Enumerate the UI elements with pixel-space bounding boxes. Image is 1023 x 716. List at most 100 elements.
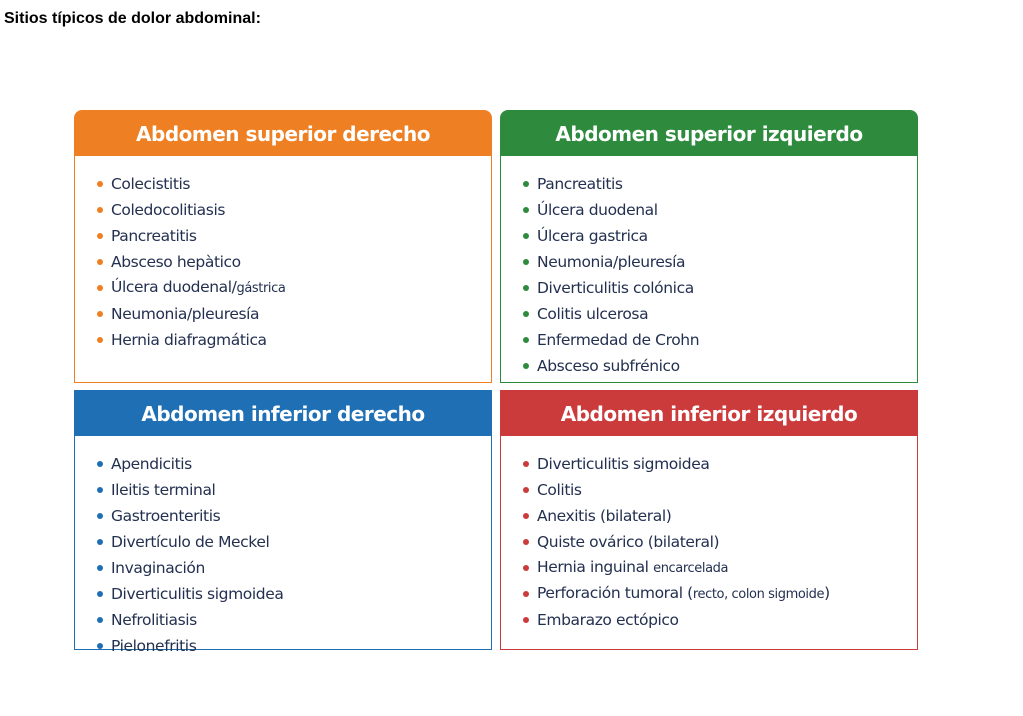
list-item: Anexitis (bilateral) (523, 503, 917, 529)
bullet-icon (523, 487, 529, 493)
item-text: Pancreatitis (537, 174, 623, 194)
bullet-icon (523, 311, 529, 317)
list-item: Apendicitis (97, 451, 491, 477)
bullet-icon (523, 539, 529, 545)
bullet-icon (523, 181, 529, 187)
list-item: Coledocolitiasis (97, 197, 491, 223)
item-label: Úlcera duodenal (537, 201, 658, 219)
item-label: Enfermedad de Crohn (537, 331, 700, 349)
item-label: Absceso hepàtico (111, 253, 241, 271)
item-text: Úlcera gastrica (537, 226, 648, 246)
item-label: Absceso subfrénico (537, 357, 680, 375)
condition-list: Diverticulitis sigmoidea Colitis Anexitis … (501, 436, 917, 633)
bullet-icon (97, 487, 103, 493)
item-text: Neumonia/pleuresía (111, 304, 260, 324)
list-item: Diverticulitis sigmoidea (523, 451, 917, 477)
condition-list: Apendicitis Ileitis terminal Gastroenterit… (75, 436, 491, 659)
bullet-icon (97, 207, 103, 213)
item-label: ) (824, 584, 830, 602)
item-label: Pancreatitis (111, 227, 197, 245)
bullet-icon (523, 259, 529, 265)
quadrant-upper-left: Abdomen superior izquierdo Pancreatitis Úl… (500, 110, 918, 383)
item-text: Colecistitis (111, 174, 191, 194)
list-item: Úlcera gastrica (523, 223, 917, 249)
item-label: Neumonia/pleuresía (537, 253, 686, 271)
list-item: Invaginación (97, 555, 491, 581)
item-text: Neumonia/pleuresía (537, 252, 686, 272)
item-text: Enfermedad de Crohn (537, 330, 700, 350)
item-text: Embarazo ectópico (537, 610, 679, 630)
item-label: Gastroenteritis (111, 507, 221, 525)
bullet-icon (97, 461, 103, 467)
item-label: Nefrolitiasis (111, 611, 197, 629)
item-label: Neumonia/pleuresía (111, 305, 260, 323)
quadrant-lower-left: Abdomen inferior izquierdo Diverticulitis… (500, 390, 918, 650)
item-text: Anexitis (bilateral) (537, 506, 672, 526)
bullet-icon (523, 337, 529, 343)
list-item: Neumonia/pleuresía (97, 301, 491, 327)
item-label: Divertículo de Meckel (111, 533, 270, 551)
item-text: Úlcera duodenal/gástrica (111, 277, 286, 299)
bullet-icon (97, 285, 103, 291)
list-item: Neumonia/pleuresía (523, 249, 917, 275)
item-label: Diverticulitis colónica (537, 279, 694, 297)
item-label: Pancreatitis (537, 175, 623, 193)
list-item: Úlcera duodenal (523, 197, 917, 223)
list-item: Ileitis terminal (97, 477, 491, 503)
bullet-icon (523, 461, 529, 467)
bullet-icon (97, 181, 103, 187)
item-label: Úlcera gastrica (537, 227, 648, 245)
item-text: Hernia diafragmática (111, 330, 267, 350)
bullet-icon (97, 259, 103, 265)
item-text: Diverticulitis sigmoidea (111, 584, 284, 604)
quadrant-heading: Abdomen inferior derecho (75, 391, 491, 436)
list-item: Colitis ulcerosa (523, 301, 917, 327)
bullet-icon (97, 565, 103, 571)
list-item: Colecistitis (97, 171, 491, 197)
list-item: Perforación tumoral (recto, colon sigmoi… (523, 581, 917, 607)
list-item: Gastroenteritis (97, 503, 491, 529)
list-item: Absceso subfrénico (523, 353, 917, 379)
item-text: Quiste ovárico (bilateral) (537, 532, 720, 552)
item-text: Perforación tumoral (recto, colon sigmoi… (537, 583, 830, 605)
list-item: Colitis (523, 477, 917, 503)
item-label: Quiste ovárico (bilateral) (537, 533, 720, 551)
item-text: Gastroenteritis (111, 506, 221, 526)
bullet-icon (523, 565, 529, 571)
list-item: Pancreatitis (523, 171, 917, 197)
list-item: Divertículo de Meckel (97, 529, 491, 555)
item-text: Diverticulitis sigmoidea (537, 454, 710, 474)
item-label: Hernia diafragmática (111, 331, 267, 349)
item-text: Pancreatitis (111, 226, 197, 246)
bullet-icon (523, 233, 529, 239)
item-text: Divertículo de Meckel (111, 532, 270, 552)
item-note: gástrica (236, 281, 286, 296)
item-text: Apendicitis (111, 454, 192, 474)
list-item: Embarazo ectópico (523, 607, 917, 633)
item-label: Diverticulitis sigmoidea (111, 585, 284, 603)
bullet-icon (97, 311, 103, 317)
list-item: Úlcera duodenal/gástrica (97, 275, 491, 301)
bullet-icon (97, 233, 103, 239)
item-label: Colecistitis (111, 175, 191, 193)
page-title: Sitios típicos de dolor abdominal: (4, 10, 261, 27)
bullet-icon (97, 337, 103, 343)
list-item: Absceso hepàtico (97, 249, 491, 275)
item-label: Ileitis terminal (111, 481, 216, 499)
bullet-icon (97, 591, 103, 597)
item-label: Embarazo ectópico (537, 611, 679, 629)
item-text: Coledocolitiasis (111, 200, 225, 220)
item-text: Ileitis terminal (111, 480, 216, 500)
list-item: Pielonefritis (97, 633, 491, 659)
list-item: Hernia diafragmática (97, 327, 491, 353)
item-label: Anexitis (bilateral) (537, 507, 672, 525)
item-label: Perforación tumoral ( (537, 584, 693, 602)
bullet-icon (523, 617, 529, 623)
item-note: recto, colon sigmoide (692, 587, 825, 602)
item-label: Apendicitis (111, 455, 192, 473)
list-item: Diverticulitis sigmoidea (97, 581, 491, 607)
bullet-icon (97, 617, 103, 623)
condition-list: Colecistitis Coledocolitiasis Pancreatitis… (75, 156, 491, 353)
item-label: Colitis (537, 481, 582, 499)
item-text: Úlcera duodenal (537, 200, 658, 220)
